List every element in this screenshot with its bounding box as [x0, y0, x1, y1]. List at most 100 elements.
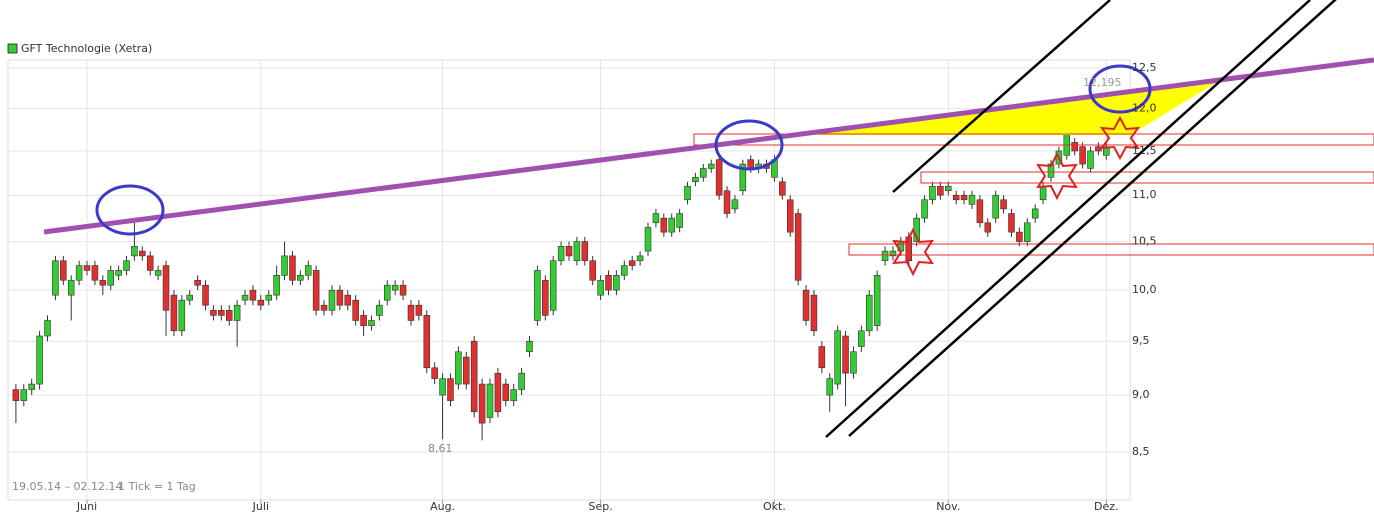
- candle-body: [455, 351, 462, 385]
- candle-body: [1031, 208, 1039, 219]
- candle-body: [162, 265, 170, 311]
- x-tick-label: Sep.: [588, 500, 612, 513]
- zone: [920, 171, 1374, 184]
- candle-body: [486, 383, 494, 418]
- candle-body: [1016, 231, 1023, 242]
- channel: [825, 0, 1337, 438]
- circle: [1088, 64, 1152, 114]
- candle-body: [786, 199, 794, 233]
- candle-body: [652, 213, 660, 224]
- candle-body: [1087, 150, 1094, 169]
- candle-body: [644, 227, 652, 252]
- candle-body: [1071, 142, 1078, 152]
- y-tick-label: 12,0: [1132, 102, 1157, 115]
- candle-body: [660, 217, 668, 233]
- candle-body: [312, 270, 320, 311]
- candle-body: [463, 356, 470, 385]
- candle-body: [739, 163, 747, 192]
- candle-body: [470, 340, 478, 413]
- y-tick-label: 9,5: [1132, 334, 1150, 347]
- candle-body: [873, 275, 881, 326]
- candle-body: [281, 255, 288, 276]
- candle-body: [1039, 185, 1047, 201]
- candle-body: [478, 383, 486, 424]
- y-tick-label: 10,0: [1132, 283, 1157, 296]
- candle-body: [423, 315, 431, 369]
- candle-body: [542, 279, 549, 316]
- candle-body: [628, 260, 636, 266]
- candle-body: [12, 389, 20, 401]
- candle-body: [384, 284, 391, 301]
- candle-body: [52, 260, 59, 296]
- candle-body: [494, 372, 502, 413]
- candle-body: [510, 389, 517, 401]
- candle-body: [241, 294, 249, 301]
- candle-body: [399, 284, 407, 296]
- candle-body: [1000, 199, 1007, 210]
- candle-body: [273, 275, 280, 296]
- zones: [693, 133, 1374, 256]
- candle-body: [747, 159, 754, 169]
- candle-body: [139, 250, 146, 257]
- candle-body: [573, 241, 581, 262]
- candle-body: [976, 199, 984, 224]
- candle-body: [336, 289, 344, 306]
- candle-body: [1024, 222, 1031, 242]
- candle-body: [210, 309, 217, 316]
- candle-body: [534, 270, 541, 321]
- candle-body: [834, 330, 841, 385]
- candle-body: [700, 168, 707, 178]
- candle-body: [605, 275, 612, 291]
- zone: [693, 133, 1374, 146]
- candle-body: [779, 181, 786, 196]
- candle-body: [802, 289, 810, 321]
- plot-frame: [7, 59, 1131, 501]
- candle-body: [723, 190, 731, 214]
- low-label: 8,61: [428, 442, 453, 455]
- y-tick-label: 8,5: [1132, 445, 1150, 458]
- star: [1036, 151, 1078, 201]
- candle-body: [304, 265, 312, 276]
- candle-body: [621, 265, 628, 276]
- x-tick-label: Aug.: [430, 500, 455, 513]
- star: [1099, 115, 1141, 161]
- candle-body: [376, 304, 383, 316]
- candle-body: [937, 185, 944, 196]
- date-range: 19.05.14 – 02.12.14: [12, 480, 122, 493]
- candle-body: [952, 194, 960, 201]
- candle-body: [265, 294, 273, 301]
- stars: [892, 115, 1141, 277]
- candle-body: [692, 176, 699, 183]
- candle-body: [91, 265, 99, 281]
- candle-body: [826, 378, 834, 396]
- channel-line: [892, 0, 1111, 193]
- candle-body: [170, 294, 178, 332]
- candle-body: [818, 346, 826, 369]
- candle-body: [257, 299, 265, 306]
- candle-body: [1079, 146, 1086, 165]
- candle-body: [518, 372, 525, 390]
- legend-swatch: [7, 43, 18, 54]
- candle-body: [123, 260, 130, 271]
- candle-body: [431, 367, 438, 379]
- candle-body: [565, 246, 573, 257]
- candle-body: [502, 383, 510, 401]
- candle-body: [597, 279, 604, 296]
- candle-body: [225, 309, 233, 321]
- candle-body: [810, 294, 818, 332]
- candle-body: [668, 217, 675, 233]
- candle-body: [360, 315, 367, 326]
- x-tick-label: Juni: [76, 500, 97, 513]
- candle-body: [178, 299, 186, 332]
- star: [892, 227, 934, 277]
- candle-body: [368, 320, 375, 326]
- circle: [714, 119, 784, 171]
- candle-body: [28, 383, 35, 390]
- candle-body: [960, 194, 968, 201]
- candle-body: [881, 250, 889, 262]
- candle-body: [589, 260, 596, 281]
- y-tick-label: 12,5: [1132, 61, 1157, 74]
- candle-body: [320, 304, 328, 311]
- candle-body: [44, 320, 51, 337]
